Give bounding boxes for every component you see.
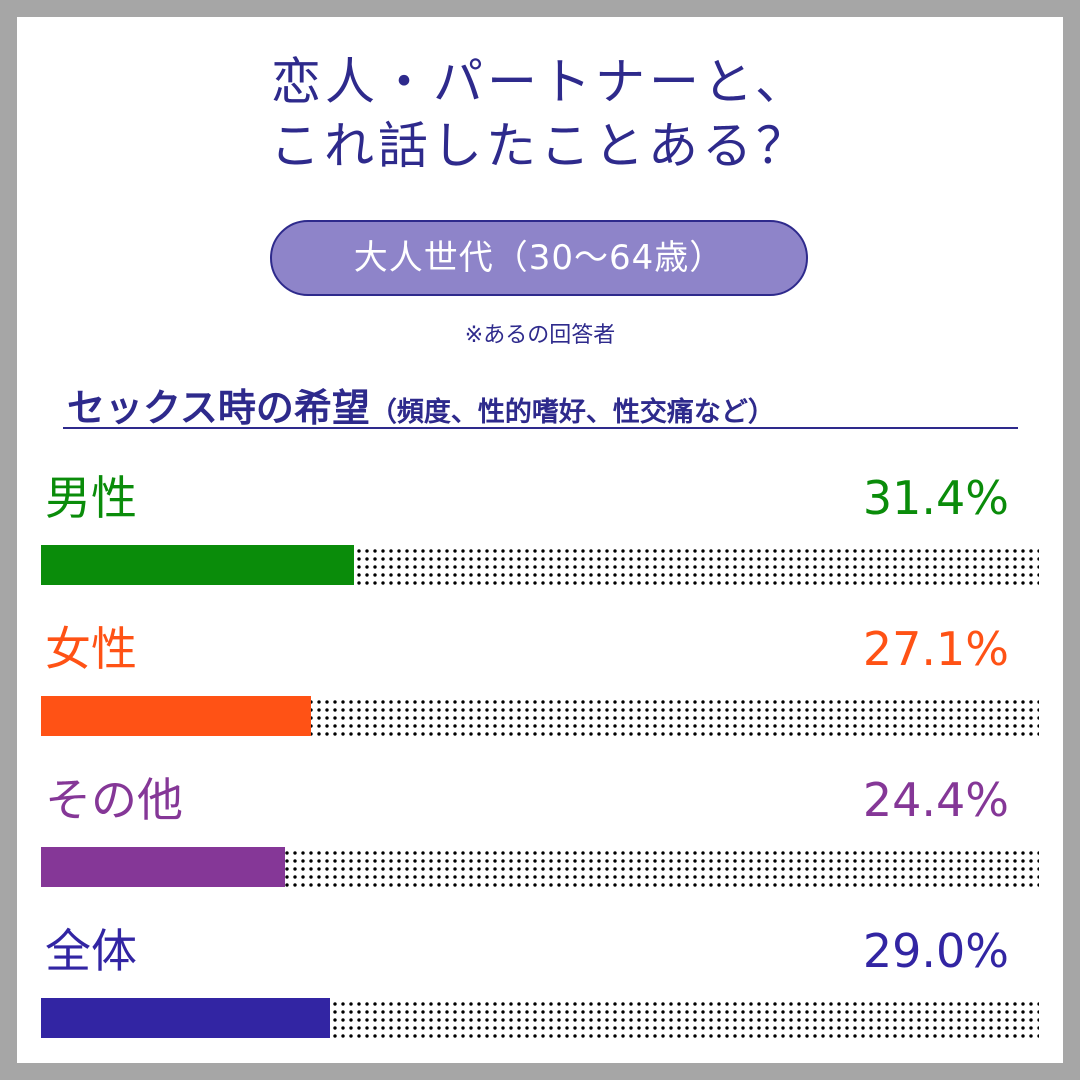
bar-track <box>41 847 1039 887</box>
category-label: その他 <box>45 773 183 827</box>
value-label: 29.0% <box>862 924 1009 978</box>
category-label: 男性 <box>45 471 137 525</box>
value-label: 24.4% <box>862 773 1009 827</box>
title-line-2: これ話したことある？ <box>270 117 810 175</box>
category-label: 全体 <box>45 924 137 978</box>
value-label: 31.4% <box>862 471 1009 525</box>
chart-card: 恋人・パートナーと、 これ話したことある？ 大人世代（30〜64歳） ※あるの回… <box>17 17 1063 1063</box>
bar-fill <box>41 998 330 1038</box>
bar-track <box>41 998 1039 1038</box>
section-title: セックス時の希望 <box>67 386 370 430</box>
section-subtitle: （頻度、性的嗜好、性交痛など） <box>369 397 775 428</box>
section-heading: セックス時の希望（頻度、性的嗜好、性交痛など） <box>67 377 1017 432</box>
bar-track <box>41 696 1039 736</box>
category-label: 女性 <box>45 622 137 676</box>
bar-fill <box>41 545 354 585</box>
age-group-badge: 大人世代（30〜64歳） <box>270 220 808 296</box>
section-divider <box>63 427 1018 429</box>
bar-fill <box>41 847 285 887</box>
value-label: 27.1% <box>862 622 1009 676</box>
respondent-note: ※あるの回答者 <box>464 323 616 348</box>
title-line-1: 恋人・パートナーと、 <box>271 53 809 111</box>
bar-fill <box>41 696 311 736</box>
bar-track <box>41 545 1039 585</box>
